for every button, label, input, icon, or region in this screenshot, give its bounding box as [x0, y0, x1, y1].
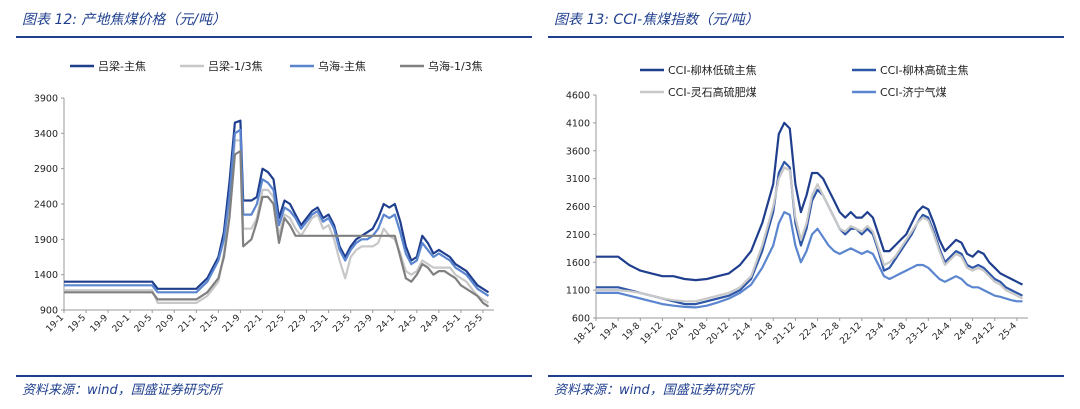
figure-title: 图表 13: CCI-焦煤指数（元/吨） [554, 12, 759, 28]
x-tick-label: 24-1 [375, 313, 397, 335]
source-rule [16, 375, 532, 377]
x-tick-label: 22-1 [243, 313, 265, 335]
series-line-3 [64, 128, 490, 297]
series-line-2 [64, 139, 490, 304]
y-tick-label: 2100 [566, 230, 590, 241]
legend-label: CCI-济宁气煤 [880, 85, 947, 99]
legend-label: CCI-柳林低硫主焦 [668, 63, 757, 77]
x-tick-label: 19-9 [89, 313, 111, 335]
series-line-1 [596, 121, 1023, 286]
y-tick-label: 4600 [566, 91, 590, 102]
y-tick-label: 1900 [34, 235, 58, 246]
y-tick-label: 2400 [34, 200, 58, 211]
x-tick-label: 24-5 [397, 313, 419, 335]
legend-label: 吕梁-主焦 [98, 59, 146, 73]
x-tick-label: 25-5 [464, 313, 486, 335]
x-tick-label: 21-4 [732, 321, 754, 343]
figure-12: 图表 12: 产地焦煤价格（元/吨） 900 1400 1900 2400 2900 34… [8, 0, 540, 409]
series-line-1 [64, 119, 490, 294]
x-tick-label: 23-4 [865, 321, 887, 343]
title-rule [16, 36, 532, 38]
source-note: 资料来源：wind，国盛证券研究所 [554, 383, 754, 398]
x-tick-label: 19-4 [599, 321, 621, 343]
legend-label: 乌海-主焦 [318, 59, 366, 73]
legend-label: 乌海-1/3焦 [428, 59, 483, 73]
figure-13: 图表 13: CCI-焦煤指数（元/吨） 600 1100 1600 2100 2600… [540, 0, 1072, 409]
x-tick-label: 20-9 [155, 313, 177, 335]
x-tick-label: 20-4 [665, 321, 687, 343]
legend-label: 吕梁-1/3焦 [208, 59, 263, 73]
series-line-4 [596, 211, 1023, 309]
x-tick-label: 19-12 [639, 321, 665, 347]
x-tick-label: 24-12 [971, 321, 997, 347]
y-tick-label: 3900 [34, 94, 58, 105]
y-tick-label: 1600 [566, 258, 590, 269]
y-tick-label: 2600 [566, 202, 590, 213]
source-rule [548, 375, 1064, 377]
x-tick-label: 22-12 [838, 321, 864, 347]
y-tick-label: 1100 [566, 286, 590, 297]
y-tick-label: 3600 [566, 146, 590, 157]
x-tick-label: 20-12 [705, 321, 731, 347]
x-tick-label: 19-5 [67, 313, 89, 335]
cci-coking-coal-index-chart: 600 1100 1600 2100 2600 3100 3600 4100 4600 18-12… [566, 63, 1028, 347]
figure-title: 图表 12: 产地焦煤价格（元/吨） [22, 12, 227, 28]
legend-label: CCI-柳林高硫主焦 [880, 63, 969, 77]
y-tick-label: 3400 [34, 129, 58, 140]
x-tick-label: 20-1 [111, 313, 133, 335]
x-tick-label: 18-12 [573, 321, 599, 347]
x-tick-label: 22-5 [265, 313, 287, 335]
x-tick-label: 24-9 [419, 313, 441, 335]
x-tick-label: 25-1 [442, 313, 464, 335]
y-tick-label: 1400 [34, 270, 58, 281]
x-tick-label: 21-12 [772, 321, 798, 347]
legend-label: CCI-灵石高硫肥煤 [668, 85, 757, 99]
x-tick-label: 21-1 [177, 313, 199, 335]
y-tick-label: 900 [40, 306, 58, 317]
x-tick-label: 23-5 [331, 313, 353, 335]
x-tick-label: 23-1 [309, 313, 331, 335]
x-tick-label: 23-12 [905, 321, 931, 347]
title-rule [548, 36, 1064, 38]
x-tick-label: 22-4 [798, 321, 820, 343]
x-tick-label: 22-9 [287, 313, 309, 335]
x-tick-label: 20-5 [133, 313, 155, 335]
y-tick-label: 2900 [34, 164, 58, 175]
x-tick-label: 23-9 [353, 313, 375, 335]
source-note: 资料来源：wind，国盛证券研究所 [22, 383, 222, 398]
x-tick-label: 21-9 [221, 313, 243, 335]
series-line-4 [64, 149, 490, 308]
x-tick-label: 24-4 [931, 321, 953, 343]
x-tick-label: 21-5 [199, 313, 221, 335]
series-line-3 [596, 166, 1023, 303]
y-tick-label: 3100 [566, 174, 590, 185]
y-tick-label: 4100 [566, 118, 590, 129]
x-tick-label: 25-4 [998, 321, 1020, 343]
y-tick-label: 600 [572, 314, 590, 325]
